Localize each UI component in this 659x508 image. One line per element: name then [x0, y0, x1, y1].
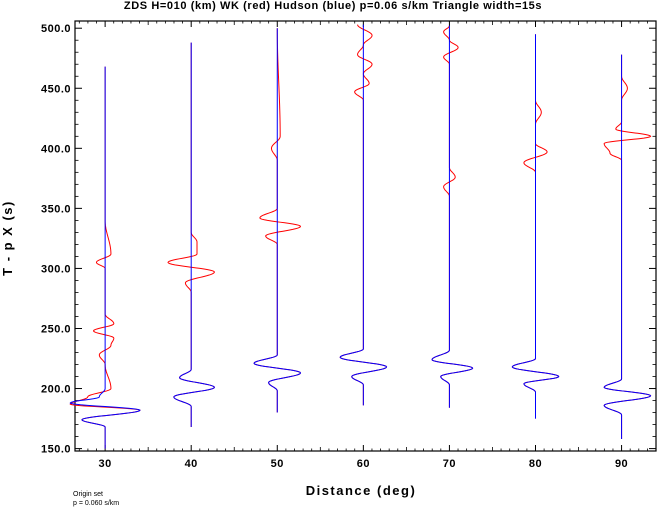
footer-slowness: p = 0.060 s/km	[73, 500, 119, 507]
x-tick-label: 90	[615, 458, 628, 470]
hudson-trace-30	[69, 66, 141, 449]
x-axis-label: Distance (deg)	[306, 483, 417, 498]
wk-trace-70	[431, 25, 474, 408]
footer-origin: Origin set	[73, 491, 103, 498]
hudson-trace-40	[173, 42, 215, 427]
hudson-trace-50	[253, 28, 302, 413]
y-tick-label: 300.0	[41, 263, 71, 275]
x-axis: 30 40 50 60 70 80 90	[78, 21, 657, 470]
seismogram-traces	[69, 24, 652, 449]
x-tick-label: 60	[357, 458, 370, 470]
x-tick-label: 70	[443, 458, 456, 470]
hudson-trace-80	[511, 34, 560, 419]
x-tick-label: 30	[99, 458, 112, 470]
hudson-trace-60	[339, 24, 388, 406]
y-tick-label: 250.0	[41, 323, 71, 335]
y-tick-label: 350.0	[41, 203, 71, 215]
x-tick-label: 40	[185, 458, 198, 470]
y-tick-label: 500.0	[41, 23, 71, 35]
y-axis: 150.0 200.0 250.0 300.0 350.0 400.0 450.0 500.0	[41, 23, 656, 456]
y-axis-label: T - p X (s)	[0, 200, 15, 276]
hudson-trace-70	[431, 25, 474, 408]
y-tick-label: 400.0	[41, 143, 71, 155]
hudson-trace-90	[603, 54, 652, 439]
y-tick-label: 450.0	[41, 83, 71, 95]
plot-frame	[74, 20, 657, 452]
wk-trace-90	[603, 54, 652, 439]
x-tick-label: 50	[271, 458, 284, 470]
chart-title: ZDS H=010 (km) WK (red) Hudson (blue) p=…	[124, 0, 542, 12]
y-tick-label: 200.0	[41, 384, 71, 396]
x-tick-label: 80	[529, 458, 542, 470]
y-tick-label: 150.0	[41, 444, 71, 456]
